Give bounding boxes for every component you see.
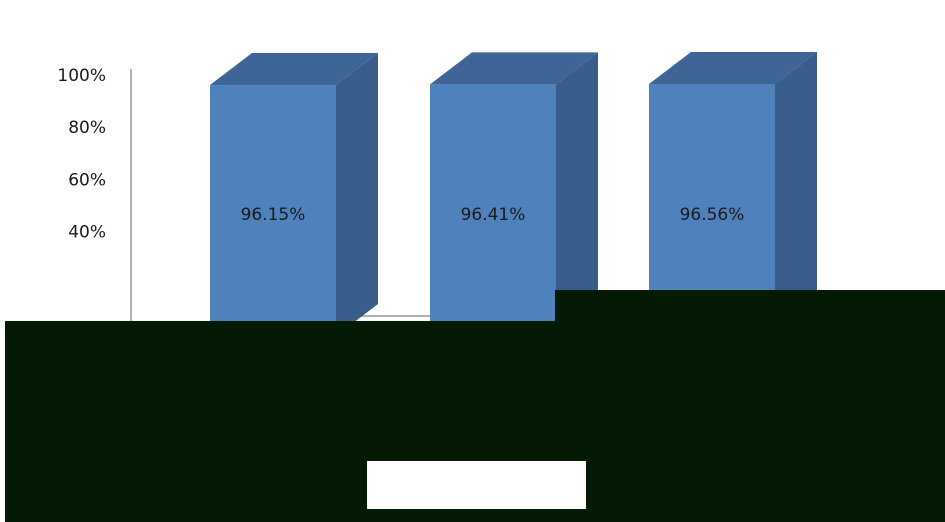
y-tick-label: 60% [68,170,106,190]
bar-top-face [210,53,378,86]
bar-side-face [556,52,598,336]
bar-top-face [430,52,598,85]
y-tick-label: 80% [68,118,106,138]
bar-top-face [649,51,817,84]
bar-front-face [210,85,336,337]
obscuring-overlay-strip [555,290,945,324]
bar [430,52,598,336]
data-labels: 96.15% 96.41% 96.56% [241,205,745,225]
bar [210,53,378,337]
data-label: 96.15% [241,205,306,225]
bar-side-face [336,53,378,337]
bar-series [210,51,817,337]
data-label: 96.56% [680,205,745,225]
y-tick-label: 40% [68,223,106,243]
bar-side-face [775,51,817,337]
bar-front-face [430,84,556,336]
y-axis-ticks: 40% 60% 80% 100% [57,66,106,243]
blank-label-box [367,461,586,509]
data-label: 96.41% [461,205,526,225]
y-tick-label: 100% [57,66,106,86]
